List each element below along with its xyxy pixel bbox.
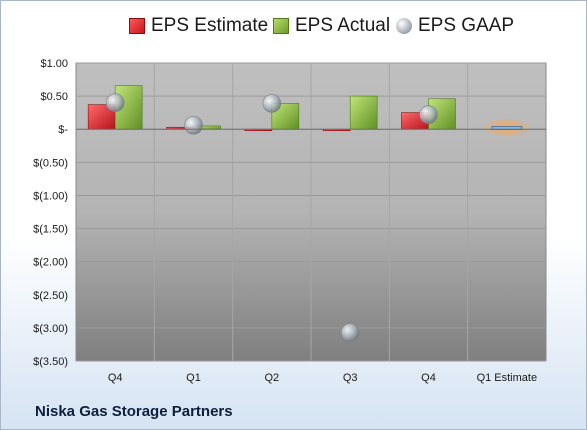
legend-item-actual: EPS Actual <box>273 15 390 37</box>
legend-item-estimate: EPS Estimate <box>129 15 268 37</box>
legend: EPS Estimate EPS Actual EPS GAAP <box>1 15 587 43</box>
y-tick-label-5: $(1.50) <box>33 224 68 236</box>
x-tick-label-0: Q4 <box>108 372 123 384</box>
point-gaap-2 <box>262 94 282 113</box>
bar-actual-3 <box>349 95 378 130</box>
eps-chart: $1.00 $0.50 $- $(0.50) $(1.00) $(1.50) $(2.00)… <box>33 58 547 384</box>
legend-label-gaap: EPS GAAP <box>418 15 515 36</box>
point-gaap-3 <box>340 323 360 342</box>
x-tick-label-2: Q2 <box>264 372 279 384</box>
legend-swatch-gaap <box>396 18 412 34</box>
y-tick-label-7: $(2.50) <box>33 290 68 302</box>
x-tick-label-3: Q3 <box>343 372 358 384</box>
y-tick-label-9: $(3.50) <box>33 356 68 368</box>
x-tick-label-1: Q1 <box>186 372 201 384</box>
y-tick-label-1: $0.50 <box>40 91 68 103</box>
point-gaap-0 <box>105 93 125 113</box>
legend-swatch-estimate <box>129 18 145 34</box>
company-name: Niska Gas Storage Partners <box>35 403 233 420</box>
legend-label-actual: EPS Actual <box>295 15 391 36</box>
point-gaap-1 <box>184 115 203 135</box>
x-tick-label-5: Q1 Estimate <box>477 372 538 384</box>
legend-swatch-actual <box>273 18 289 34</box>
legend-item-gaap: EPS GAAP <box>396 15 514 37</box>
y-tick-label-8: $(3.00) <box>33 323 68 335</box>
point-gaap-4 <box>419 105 438 124</box>
y-tick-label-3: $(0.50) <box>33 157 68 169</box>
y-tick-label-0: $1.00 <box>40 58 68 70</box>
legend-label-estimate: EPS Estimate <box>151 15 269 36</box>
y-tick-label-4: $(1.00) <box>33 190 68 202</box>
y-tick-label-6: $(2.00) <box>33 257 68 269</box>
y-tick-label-2: $- <box>58 124 68 136</box>
x-tick-label-4: Q4 <box>421 372 436 384</box>
